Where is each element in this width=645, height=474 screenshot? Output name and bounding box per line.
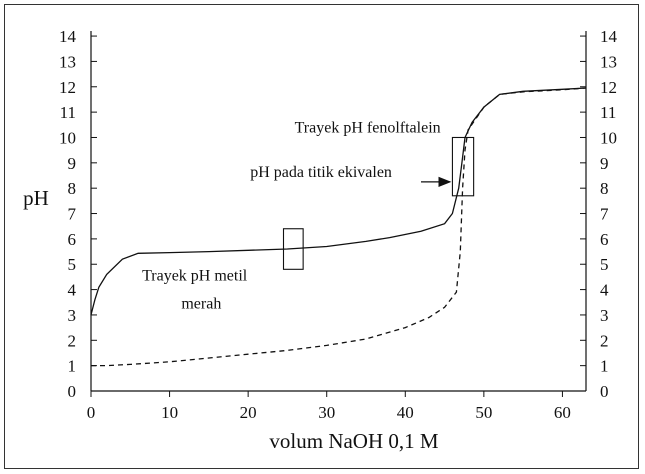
y-tick-label-left: 0 [68,382,77,401]
annotation-label: merah [181,296,221,313]
y-tick-label-left: 4 [68,281,77,300]
y-tick-label-right: 3 [600,306,609,325]
x-tick-label: 0 [87,403,96,422]
y-tick-label-right: 4 [600,281,609,300]
y-tick-label-right: 2 [600,331,609,350]
y-tick-label-left: 6 [68,230,77,249]
x-axis-title: volum NaOH 0,1 M [269,429,438,453]
y-axis-title: pH [23,186,49,210]
y-tick-label-left: 9 [68,154,77,173]
y-tick-label-left: 10 [59,128,76,147]
y-tick-label-left: 2 [68,331,77,350]
y-tick-label-right: 12 [600,78,617,97]
dashed-titration-curve [91,87,587,367]
x-tick-label: 30 [318,403,335,422]
y-tick-label-right: 13 [600,52,617,71]
y-tick-label-left: 3 [68,306,77,325]
annotation-label: pH pada titik ekivalen [250,164,392,181]
annotation-label: Trayek pH metil [142,268,248,285]
y-tick-label-right: 11 [600,103,616,122]
x-tick-label: 20 [240,403,257,422]
annotation-label: Trayek pH fenolftalein [295,119,441,136]
y-tick-label-right: 0 [600,382,609,401]
y-tick-label-left: 1 [68,357,77,376]
y-tick-label-left: 7 [68,205,77,224]
chart-frame [4,4,639,469]
methyl-red-range-box [282,228,304,270]
y-tick-label-left: 11 [60,103,76,122]
x-tick-label: 50 [475,403,492,422]
y-tick-label-right: 7 [600,205,609,224]
y-tick-label-right: 14 [600,27,618,46]
x-tick-label: 10 [161,403,178,422]
y-tick-label-left: 14 [59,27,77,46]
y-tick-label-left: 13 [59,52,76,71]
y-tick-label-right: 6 [600,230,609,249]
y-tick-label-left: 5 [68,255,77,274]
y-tick-label-left: 12 [59,78,76,97]
axes [90,31,587,392]
range-boxes [282,136,475,270]
x-tick-label: 40 [397,403,414,422]
y-tick-label-right: 5 [600,255,609,274]
x-tick-label: 60 [554,403,571,422]
series-layer [90,87,587,367]
y-tick-label-right: 1 [600,357,609,376]
tick-marks [90,35,586,397]
y-tick-label-right: 10 [600,128,617,147]
y-tick-label-right: 9 [600,154,609,173]
phenolphthalein-range-box [451,136,475,197]
y-tick-label-left: 8 [68,179,77,198]
y-tick-label-right: 8 [600,179,609,198]
